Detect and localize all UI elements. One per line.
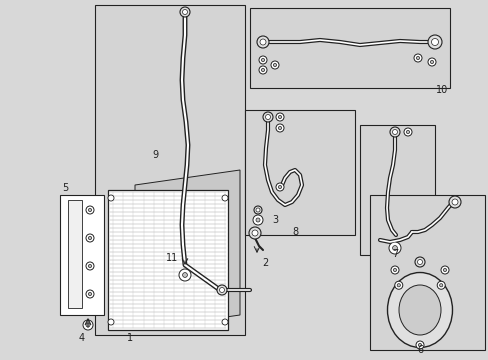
Circle shape: [86, 323, 90, 327]
Text: 2: 2: [262, 258, 267, 268]
Circle shape: [392, 246, 397, 251]
Text: 1: 1: [127, 333, 133, 343]
Circle shape: [257, 36, 268, 48]
Bar: [68, 200, 82, 308]
Circle shape: [86, 262, 94, 270]
Circle shape: [448, 196, 460, 208]
Circle shape: [259, 56, 266, 64]
Circle shape: [86, 234, 94, 242]
Circle shape: [413, 54, 421, 62]
Ellipse shape: [398, 285, 440, 335]
Text: 8: 8: [291, 227, 298, 237]
Circle shape: [392, 269, 396, 271]
Circle shape: [439, 284, 442, 287]
Circle shape: [261, 58, 264, 62]
Bar: [249, 8, 449, 88]
Polygon shape: [135, 170, 240, 330]
Text: 3: 3: [271, 215, 278, 225]
Circle shape: [436, 281, 444, 289]
Circle shape: [440, 266, 448, 274]
Circle shape: [278, 116, 281, 118]
Circle shape: [278, 126, 281, 130]
Circle shape: [108, 319, 114, 325]
Circle shape: [86, 206, 94, 214]
Circle shape: [248, 227, 261, 239]
Text: 6: 6: [416, 345, 422, 355]
Circle shape: [414, 257, 424, 267]
Text: 11: 11: [165, 253, 178, 263]
Circle shape: [389, 127, 399, 137]
Circle shape: [259, 66, 266, 74]
Circle shape: [253, 206, 262, 214]
Circle shape: [427, 58, 435, 66]
Circle shape: [273, 63, 276, 67]
Circle shape: [256, 218, 260, 222]
Circle shape: [396, 284, 400, 287]
Circle shape: [261, 68, 264, 72]
Circle shape: [417, 260, 422, 265]
Circle shape: [83, 320, 93, 330]
Circle shape: [180, 7, 190, 17]
Bar: [369, 195, 484, 350]
Circle shape: [88, 264, 91, 267]
Circle shape: [88, 237, 91, 240]
Circle shape: [392, 130, 397, 135]
Text: 7: 7: [391, 249, 397, 259]
Circle shape: [278, 185, 281, 189]
Circle shape: [416, 57, 419, 60]
Circle shape: [275, 124, 284, 132]
Circle shape: [451, 199, 457, 205]
Circle shape: [251, 230, 258, 236]
Circle shape: [394, 281, 402, 289]
Bar: [359, 125, 434, 255]
Circle shape: [443, 269, 446, 271]
Circle shape: [275, 183, 284, 191]
Circle shape: [415, 341, 423, 349]
Circle shape: [418, 343, 421, 347]
Circle shape: [88, 292, 91, 296]
Bar: [95, 5, 244, 335]
Circle shape: [260, 39, 265, 45]
Text: 10: 10: [435, 85, 447, 95]
Circle shape: [182, 273, 187, 278]
Circle shape: [406, 130, 409, 134]
Circle shape: [270, 61, 279, 69]
Circle shape: [390, 266, 398, 274]
Text: 5: 5: [62, 183, 68, 193]
Circle shape: [217, 285, 226, 295]
Text: 9: 9: [152, 150, 158, 160]
Circle shape: [427, 35, 441, 49]
Circle shape: [256, 208, 260, 212]
Circle shape: [108, 195, 114, 201]
Circle shape: [86, 290, 94, 298]
Circle shape: [275, 113, 284, 121]
Bar: [244, 110, 354, 235]
Circle shape: [179, 269, 191, 281]
Circle shape: [388, 242, 400, 254]
Circle shape: [88, 208, 91, 212]
Bar: [108, 190, 227, 330]
Circle shape: [403, 128, 411, 136]
Circle shape: [265, 114, 270, 120]
Text: 4: 4: [79, 333, 85, 343]
Ellipse shape: [386, 273, 451, 347]
Circle shape: [263, 112, 272, 122]
Circle shape: [429, 60, 433, 64]
Circle shape: [222, 195, 227, 201]
Bar: [60, 195, 104, 315]
Circle shape: [222, 319, 227, 325]
Circle shape: [252, 215, 263, 225]
Circle shape: [430, 39, 438, 45]
Circle shape: [219, 288, 224, 292]
Circle shape: [182, 9, 187, 14]
